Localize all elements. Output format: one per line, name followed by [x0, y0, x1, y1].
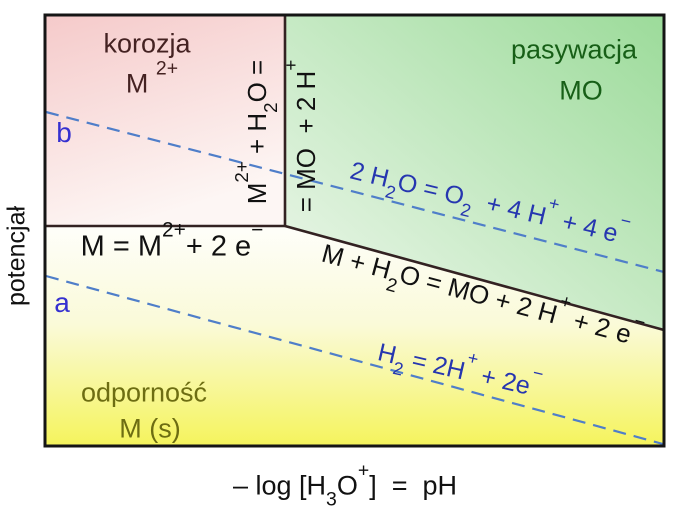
- x-axis-label: – log [H3O+] = pH: [232, 459, 458, 511]
- hydrogen-line-a: [45, 274, 664, 446]
- line-label-a: a: [54, 287, 70, 318]
- region-immunity-fill: [45, 226, 664, 446]
- equation-metal-ion: M = M2++ 2 e−: [80, 218, 264, 263]
- equation-ion-oxide-left: M2+ + H2O =: [231, 59, 281, 205]
- region-label-odpornosc: odporność: [80, 377, 208, 408]
- region-label-korozja: korozja: [103, 28, 191, 59]
- y-axis-label: potencjał: [2, 205, 31, 307]
- line-label-b: b: [56, 117, 72, 148]
- region-species-pasywacja: MO: [559, 75, 603, 106]
- boundary-metal-oxide: [284, 224, 665, 332]
- region-species-odpornosc: M (s): [119, 413, 181, 444]
- equation-ion-oxide-right: = MO + 2 H+: [280, 59, 321, 213]
- region-species-korozja: M 2+: [125, 57, 179, 99]
- region-corrosion-fill: [45, 15, 285, 226]
- oxygen-line-b: [45, 110, 665, 274]
- plot-frame: [43, 13, 666, 448]
- region-label-pasywacja: pasywacja: [510, 34, 638, 65]
